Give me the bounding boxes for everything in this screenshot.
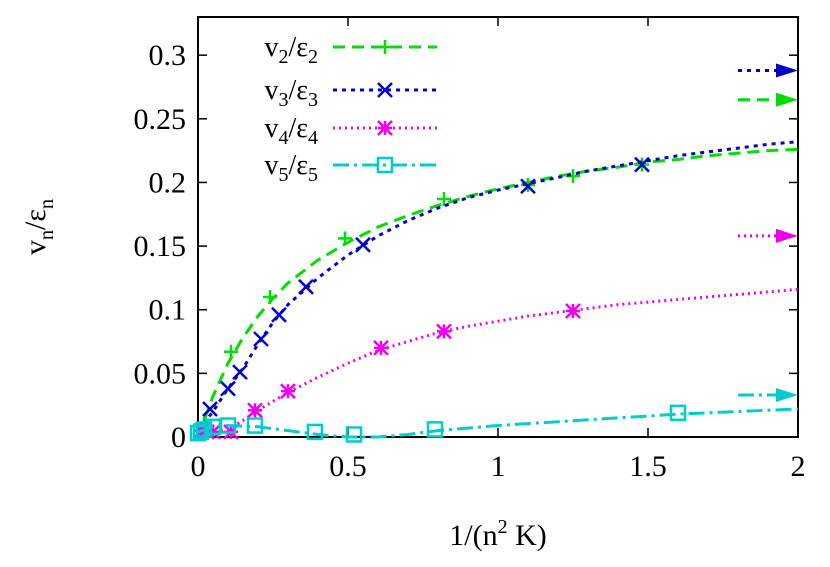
asymptote-arrow [738, 228, 798, 243]
legend-marker [376, 156, 394, 174]
data-point-v5 [345, 426, 363, 443]
data-point-v3 [634, 156, 650, 173]
x-tick-label: 0.5 [329, 450, 367, 483]
y-tick-label: 0.25 [134, 103, 187, 136]
legend-item-v2: v2/ε2 [264, 32, 437, 68]
y-axis-title: vn/εn [19, 199, 58, 255]
legend-item-v5: v5/ε5 [264, 150, 437, 186]
data-point-v4 [280, 383, 296, 400]
data-point-v3 [232, 364, 248, 380]
series-v4 [193, 228, 799, 440]
legend-label: v4/ε4 [264, 113, 318, 149]
x-tick-label: 1 [491, 450, 506, 483]
series-line-v3 [196, 140, 799, 432]
data-point-v3 [520, 178, 536, 195]
data-point-v3 [202, 401, 218, 417]
data-point-v4 [373, 340, 389, 356]
legend-item-v4: v4/ε4 [264, 113, 437, 149]
data-point-v5 [192, 423, 210, 441]
series-line-v2 [196, 147, 799, 438]
legend-label: v5/ε5 [264, 150, 318, 186]
data-point-v2 [263, 290, 277, 304]
data-point-v4 [247, 402, 263, 419]
data-point-v2 [224, 344, 238, 359]
data-point-v4 [436, 323, 452, 340]
data-point-v3 [355, 236, 371, 253]
legend-label: v2/ε2 [264, 32, 318, 68]
legend-label: v3/ε3 [264, 75, 318, 111]
x-tick-label: 2 [791, 450, 806, 483]
data-point-v3 [298, 278, 314, 295]
y-tick-label: 0 [171, 421, 186, 454]
asymptote-arrow [738, 63, 798, 78]
y-tick-label: 0.3 [149, 39, 187, 72]
series-v5 [189, 388, 799, 443]
series-line-v4 [197, 287, 799, 439]
legend-marker [378, 40, 392, 54]
y-tick-label: 0.1 [149, 294, 187, 327]
y-tick-label: 0.2 [149, 166, 187, 199]
data-point-v3 [271, 306, 287, 323]
legend-marker [377, 120, 393, 136]
data-point-v5 [219, 417, 237, 434]
asymptote-arrow [738, 92, 798, 107]
data-point-v5 [195, 421, 213, 438]
data-point-v3 [253, 331, 269, 347]
x-tick-label: 1.5 [629, 450, 667, 483]
data-point-v5 [306, 423, 324, 441]
x-axis-title: 1/(n2 K) [449, 516, 546, 552]
x-axis: 0 0.5 1 1.5 2 [191, 17, 806, 483]
data-point-v3 [220, 380, 236, 397]
data-point-v5 [426, 421, 444, 438]
y-axis: 0 0.05 0.1 0.15 0.2 0.25 0.3 [134, 39, 798, 454]
asymptote-arrow [738, 388, 798, 402]
x-tick-label: 0 [191, 450, 206, 483]
legend-item-v3: v3/ε3 [264, 75, 437, 111]
series-v3 [196, 63, 799, 432]
data-point-v5 [246, 417, 264, 434]
y-tick-label: 0.05 [134, 357, 187, 390]
series-layer [189, 63, 799, 443]
data-point-v2 [437, 192, 451, 206]
legend-marker [377, 82, 393, 98]
y-tick-label: 0.15 [134, 230, 187, 263]
data-point-v5 [669, 404, 687, 422]
data-point-v2 [338, 231, 352, 246]
data-point-v4 [565, 303, 581, 319]
